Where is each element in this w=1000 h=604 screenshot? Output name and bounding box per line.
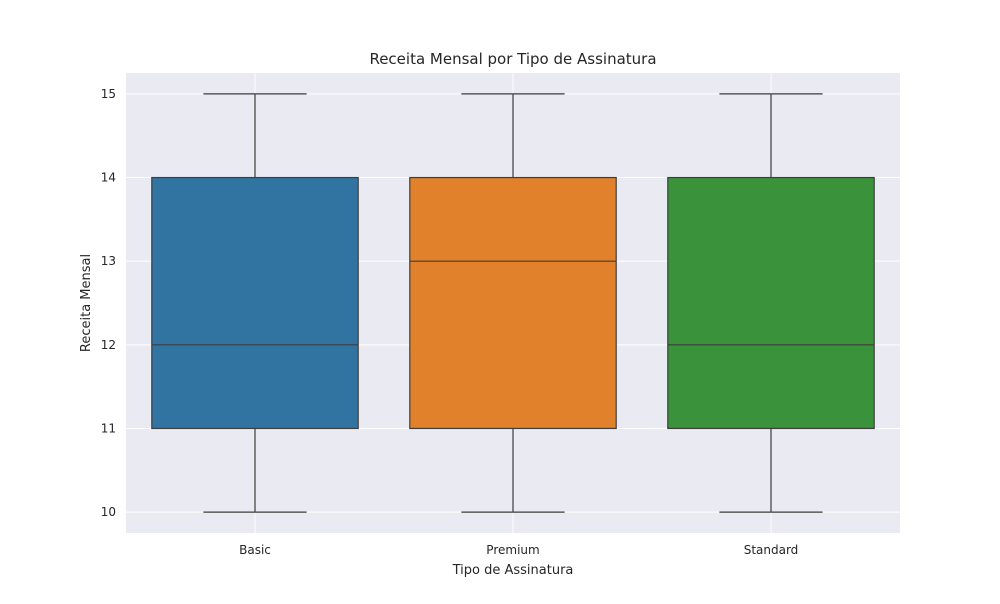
box-body <box>667 176 875 430</box>
y-tick-label: 13 <box>101 254 116 268</box>
x-tick-label: Basic <box>239 543 271 557</box>
y-tick-label: 14 <box>101 171 116 185</box>
y-tick-label: 10 <box>101 505 116 519</box>
box-premium <box>409 93 617 513</box>
y-tick-label: 15 <box>101 87 116 101</box>
chart-title: Receita Mensal por Tipo de Assinatura <box>369 50 656 68</box>
box-body <box>151 176 359 430</box>
box-body <box>409 176 617 430</box>
boxes <box>151 93 875 513</box>
y-tick-label: 12 <box>101 338 116 352</box>
y-axis-title: Receita Mensal <box>79 254 94 352</box>
x-axis-title: Tipo de Assinatura <box>452 563 574 578</box>
box-standard <box>667 93 875 513</box>
box-basic <box>151 93 359 513</box>
x-tick-label: Standard <box>744 543 799 557</box>
axis-ticks: 10 11 12 13 14 15 Basic Premium Standard <box>101 87 799 557</box>
y-tick-label: 11 <box>101 421 116 435</box>
x-tick-label: Premium <box>486 543 539 557</box>
